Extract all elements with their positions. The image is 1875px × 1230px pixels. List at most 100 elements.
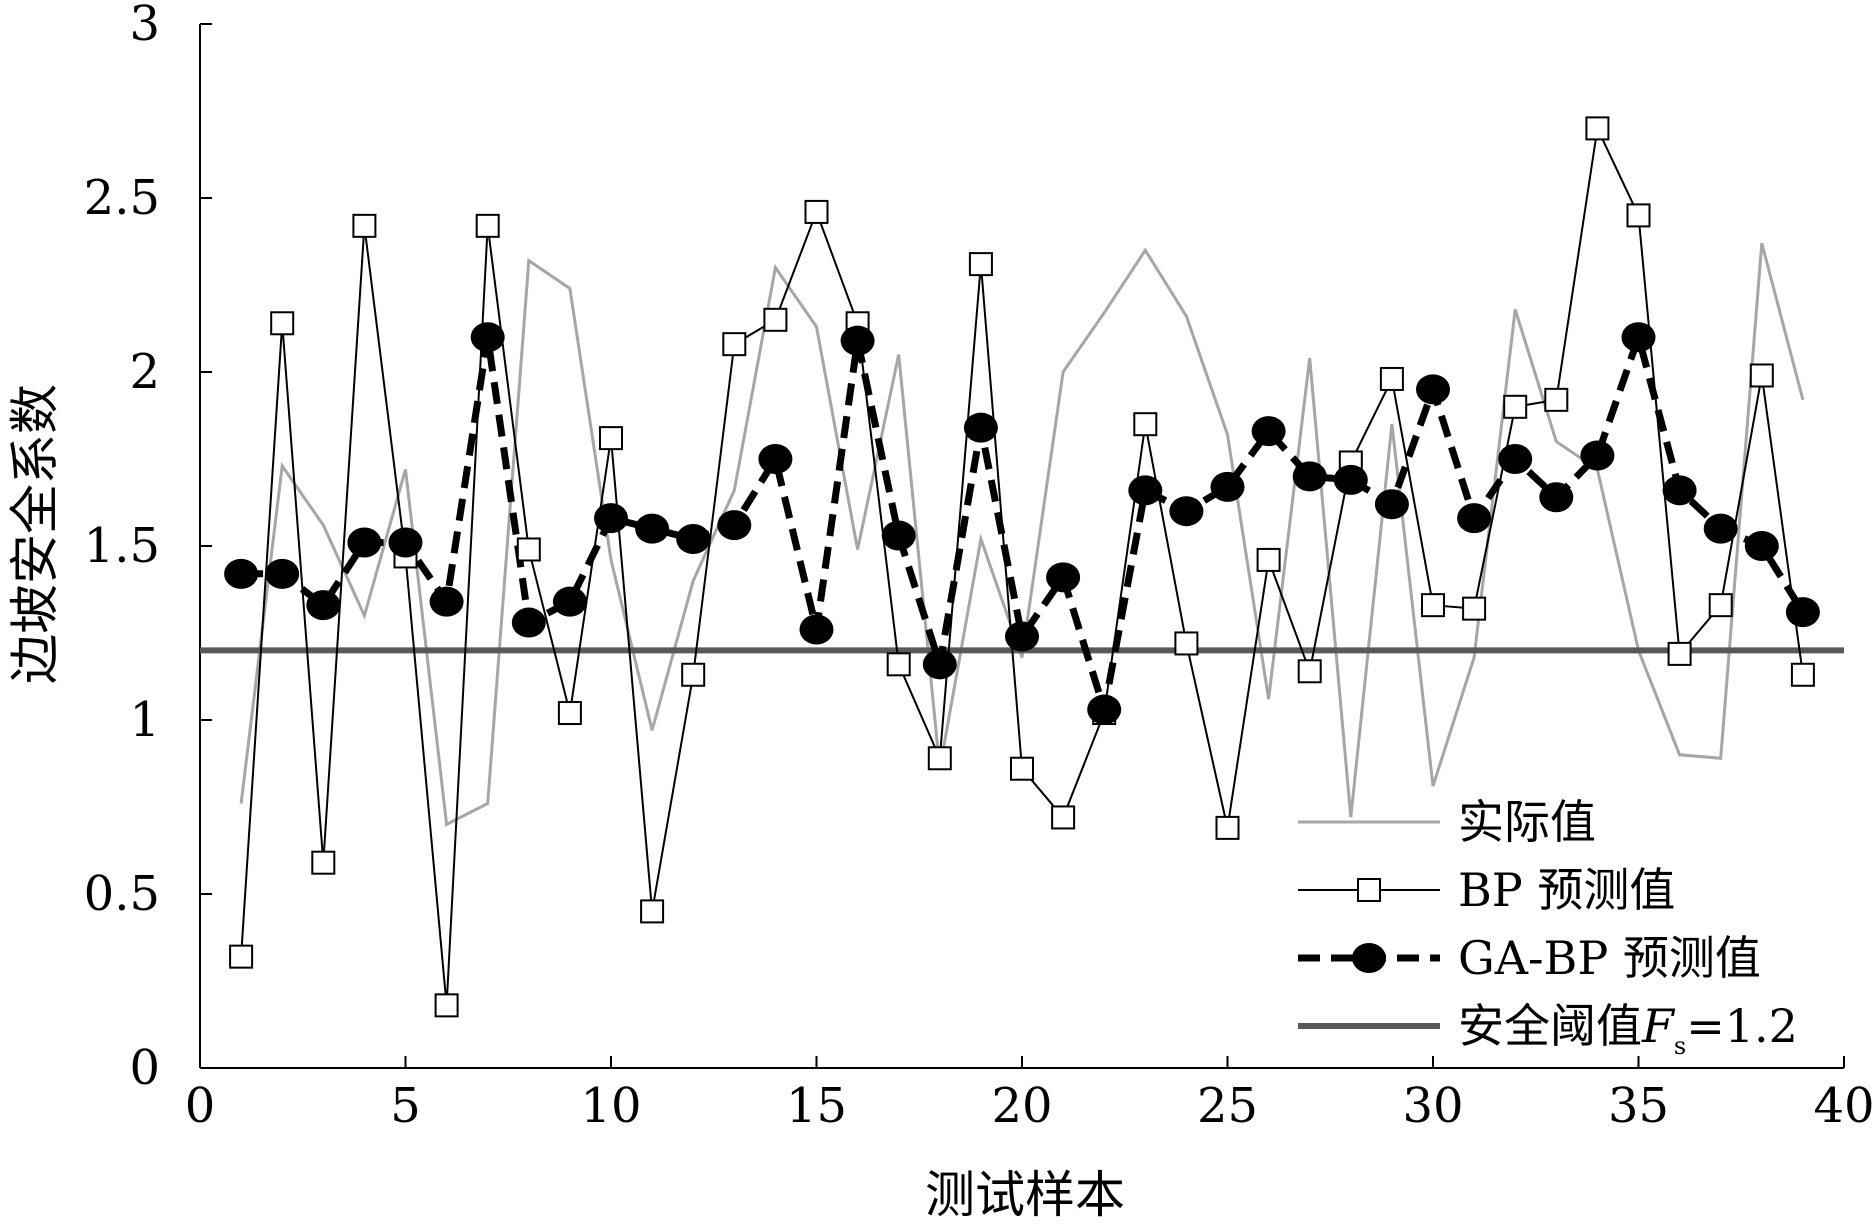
bp-point	[1749, 363, 1774, 388]
x-axis-title: 测试样本	[925, 1166, 1125, 1224]
gabp-point	[388, 527, 423, 558]
legend-swatch-bp-marker	[1357, 878, 1381, 902]
y-tick-label: 2	[129, 344, 160, 400]
bp-point	[1503, 394, 1528, 419]
x-tick-label: 0	[185, 1078, 216, 1134]
gabp-point	[1333, 464, 1368, 495]
legend-threshold-suffix: =1.2	[1686, 999, 1798, 1053]
bp-point	[352, 213, 377, 238]
x-tick-label: 25	[1197, 1078, 1258, 1134]
gabp-point	[840, 325, 875, 356]
gabp-point	[799, 614, 834, 645]
gabp-point	[1703, 513, 1738, 544]
x-tick-label: 5	[390, 1078, 421, 1134]
bp-point	[557, 701, 582, 726]
gabp-point	[265, 558, 300, 589]
gabp-point	[881, 520, 916, 551]
bp-point	[927, 746, 952, 771]
legend-label-threshold: 安全阈值Fs=1.2	[1458, 999, 1798, 1060]
gabp-point	[429, 586, 464, 617]
bp-point	[968, 252, 993, 277]
gabp-point	[1539, 482, 1574, 513]
gabp-point	[224, 558, 259, 589]
gabp-point	[347, 527, 382, 558]
gabp-point	[306, 590, 341, 621]
gabp-point	[758, 444, 793, 474]
gabp-point	[1292, 461, 1327, 492]
gabp-point	[1621, 322, 1656, 353]
bp-point	[681, 662, 706, 687]
bp-point	[311, 850, 336, 875]
gabp-point	[635, 513, 670, 544]
y-tick-label: 0	[129, 1040, 160, 1096]
legend-threshold-subscript: s	[1674, 1032, 1686, 1060]
series-layer	[200, 116, 1844, 1018]
bp-point	[1379, 366, 1404, 391]
gabp-point	[1580, 440, 1615, 471]
x-tick-label: 10	[580, 1078, 641, 1134]
bp-point	[229, 944, 254, 969]
gabp-point	[470, 322, 505, 353]
gabp-point	[1251, 416, 1286, 447]
bp-point	[1133, 412, 1158, 437]
bp-point	[1297, 659, 1322, 684]
x-tick-label: 35	[1608, 1078, 1669, 1134]
bp-point	[1790, 662, 1815, 687]
series-gabp-line	[241, 325, 1806, 711]
bp-point	[1626, 203, 1651, 228]
gabp-point	[1046, 562, 1081, 593]
bp-point	[640, 899, 665, 924]
bp-point	[1051, 805, 1076, 830]
gabp-point	[1169, 496, 1204, 527]
legend-item-bp: BP 预测值	[1298, 863, 1675, 917]
legend-item-gabp: GA-BP 预测值	[1298, 931, 1761, 985]
gabp-point	[1744, 531, 1779, 561]
bp-point	[434, 993, 459, 1018]
x-tick-label: 20	[991, 1078, 1052, 1134]
y-tick-label: 2.5	[84, 170, 160, 226]
y-tick-label: 0.5	[84, 866, 160, 922]
gabp-point	[1416, 374, 1450, 405]
gabp-point	[511, 607, 546, 638]
y-axis-title: 边坡安全系数	[6, 384, 64, 684]
gabp-point	[676, 524, 711, 555]
legend-threshold-symbol: F	[1641, 999, 1676, 1053]
y-tick-label: 1	[129, 692, 160, 748]
gabp-point	[1457, 503, 1492, 534]
x-tick-label: 15	[786, 1078, 847, 1134]
legend-swatch-gabp-marker	[1352, 943, 1386, 973]
gabp-point	[1210, 471, 1245, 502]
gabp-point	[922, 649, 957, 680]
legend-item-threshold: 安全阈值Fs=1.2	[1298, 999, 1798, 1060]
bp-point	[1667, 641, 1692, 666]
gabp-point	[594, 503, 628, 534]
bp-point	[1708, 593, 1733, 618]
y-tick-label: 1.5	[84, 518, 160, 574]
legend-label-gabp: GA-BP 预测值	[1458, 931, 1761, 985]
bp-point	[722, 332, 747, 357]
bp-point	[1462, 596, 1487, 621]
legend: 实际值 BP 预测值 GA-BP 预测值 安全阈值Fs=1.2	[1298, 795, 1798, 1060]
gabp-point	[1087, 694, 1122, 725]
bp-point	[1174, 631, 1199, 656]
gabp-point	[963, 412, 998, 443]
legend-label-bp: BP 预测值	[1458, 863, 1675, 917]
gabp-point	[1498, 444, 1533, 474]
bp-point	[763, 307, 788, 332]
gabp-point	[717, 510, 752, 541]
legend-item-actual: 实际值	[1298, 795, 1596, 849]
bp-point	[804, 199, 829, 224]
bp-point	[1010, 756, 1034, 781]
series-actual-line	[239, 242, 1805, 827]
gabp-point	[1128, 475, 1163, 506]
gabp-point	[1005, 621, 1039, 652]
x-tick-label: 30	[1402, 1078, 1463, 1134]
bp-point	[886, 652, 911, 677]
bp-point	[270, 311, 295, 336]
legend-threshold-prefix: 安全阈值	[1458, 999, 1642, 1053]
bp-point	[1215, 815, 1240, 840]
gabp-point	[1374, 489, 1409, 520]
bp-point	[599, 426, 623, 451]
gabp-point	[552, 586, 587, 617]
